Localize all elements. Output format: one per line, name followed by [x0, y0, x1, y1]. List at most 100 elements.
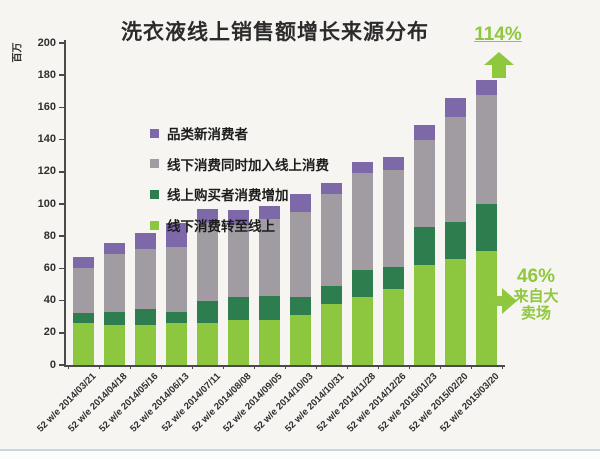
y-tick-label: 180: [37, 68, 56, 81]
bar-segment: [196, 300, 218, 324]
bar-segment: [103, 253, 125, 312]
y-tick: [59, 299, 64, 302]
bar: [475, 80, 497, 365]
bottom-divider: [0, 449, 600, 451]
y-tick: [59, 364, 64, 366]
x-tick: [222, 365, 224, 369]
bar-segment: [444, 97, 466, 118]
bar-segment: [196, 208, 218, 224]
bar-segment: [320, 286, 342, 304]
bar-segment: [258, 319, 280, 365]
bar-segment: [382, 170, 404, 267]
legend-item: 线下消费转至线上: [150, 215, 275, 235]
x-tick: [470, 365, 472, 369]
bar: [72, 257, 94, 365]
x-tick: [160, 365, 162, 369]
x-tick: [315, 365, 317, 369]
bar-segment: [351, 270, 373, 298]
bar-segment: [382, 289, 404, 365]
bar: [103, 242, 125, 365]
x-tick: [439, 365, 441, 369]
y-tick-label: 100: [37, 197, 56, 210]
y-tick: [59, 332, 64, 334]
y-tick-label: 200: [37, 36, 56, 49]
bar: [258, 205, 280, 365]
bar-segment: [72, 268, 94, 314]
bar-segment: [382, 157, 404, 171]
legend-item: 线上购买者消费增加: [150, 184, 289, 204]
bar-segment: [475, 250, 497, 365]
x-category-label: 52 w/e 2015/03/20: [438, 371, 502, 435]
x-tick: [501, 365, 503, 369]
bar-segment: [413, 139, 435, 227]
hypermarket-label-line1: 来自大: [513, 287, 559, 305]
x-axis-labels: 52 w/e 2014/03/21 52 w/e 2014/04/18 52 w/e…: [35, 365, 506, 455]
legend-swatch-icon: [150, 128, 159, 138]
legend-label: 品类新消费者: [167, 127, 248, 142]
bar: [320, 183, 342, 365]
bar-segment: [227, 224, 249, 298]
bar-segment: [227, 297, 249, 320]
bar: [134, 233, 156, 365]
bar: [227, 210, 249, 365]
bar: [289, 194, 311, 365]
bar-segment: [258, 218, 280, 296]
legend-swatch-icon: [150, 220, 159, 230]
y-tick-label: 0: [49, 358, 56, 371]
bar-segment: [475, 94, 497, 205]
legend-label: 线下消费同时加入线上消费: [167, 157, 329, 173]
bar-segment: [289, 315, 311, 365]
y-tick: [59, 42, 64, 44]
hypermarket-pct: 46%: [516, 266, 556, 287]
bottom-strip: [0, 451, 600, 459]
bar: [413, 125, 435, 365]
bar-segment: [258, 295, 280, 320]
bar-segment: [475, 80, 497, 95]
bar: [351, 162, 373, 365]
bar-segment: [165, 223, 187, 248]
bar-segment: [351, 297, 373, 365]
arrow-up-icon: [483, 52, 515, 78]
bar-segment: [196, 323, 218, 365]
chart-title: 洗衣液线上销售额增长来源分布: [121, 21, 429, 44]
x-tick: [253, 365, 255, 369]
x-tick: [284, 365, 286, 369]
arrow-right-icon: [487, 288, 517, 314]
y-tick-label: 40: [43, 294, 56, 307]
legend-item: 品类新消费者: [150, 123, 248, 143]
y-tick: [59, 74, 64, 76]
plot-area: 百万 0 20 40 60 80 100 120 140 160 180 200 52 w/e 20…: [13, 37, 506, 434]
y-tick-label: 20: [43, 326, 56, 339]
bar: [196, 208, 218, 365]
bar-segment: [351, 173, 373, 271]
bar-segment: [258, 205, 280, 219]
bar-segment: [134, 308, 156, 325]
bar-segment: [227, 319, 249, 365]
bar-segment: [134, 249, 156, 309]
bar: [444, 97, 466, 365]
bar-segment: [72, 323, 94, 365]
bar-segment: [227, 210, 249, 225]
legend-label: 线上购买者消费增加: [167, 188, 289, 204]
bar-segment: [103, 242, 125, 254]
total-growth-annotation: 114%: [474, 24, 522, 45]
bar-segment: [444, 221, 466, 259]
legend-item: 线下消费同时加入线上消费: [150, 154, 329, 174]
y-tick-label: 60: [43, 261, 56, 274]
bar-segment: [320, 303, 342, 365]
x-tick: [67, 365, 69, 369]
y-tick-label: 120: [37, 165, 56, 178]
bar-segment: [444, 117, 466, 222]
y-tick-label: 80: [43, 229, 56, 242]
bar-segment: [72, 313, 94, 324]
bar-segment: [413, 226, 435, 266]
y-tick: [59, 203, 64, 205]
legend-label: 线下消费转至线上: [167, 219, 275, 235]
bar-segment: [475, 204, 497, 251]
bar-segment: [351, 162, 373, 174]
bar-segment: [320, 183, 342, 195]
bar-segment: [320, 194, 342, 287]
legend-swatch-icon: [150, 189, 159, 199]
bar-segment: [413, 265, 435, 365]
